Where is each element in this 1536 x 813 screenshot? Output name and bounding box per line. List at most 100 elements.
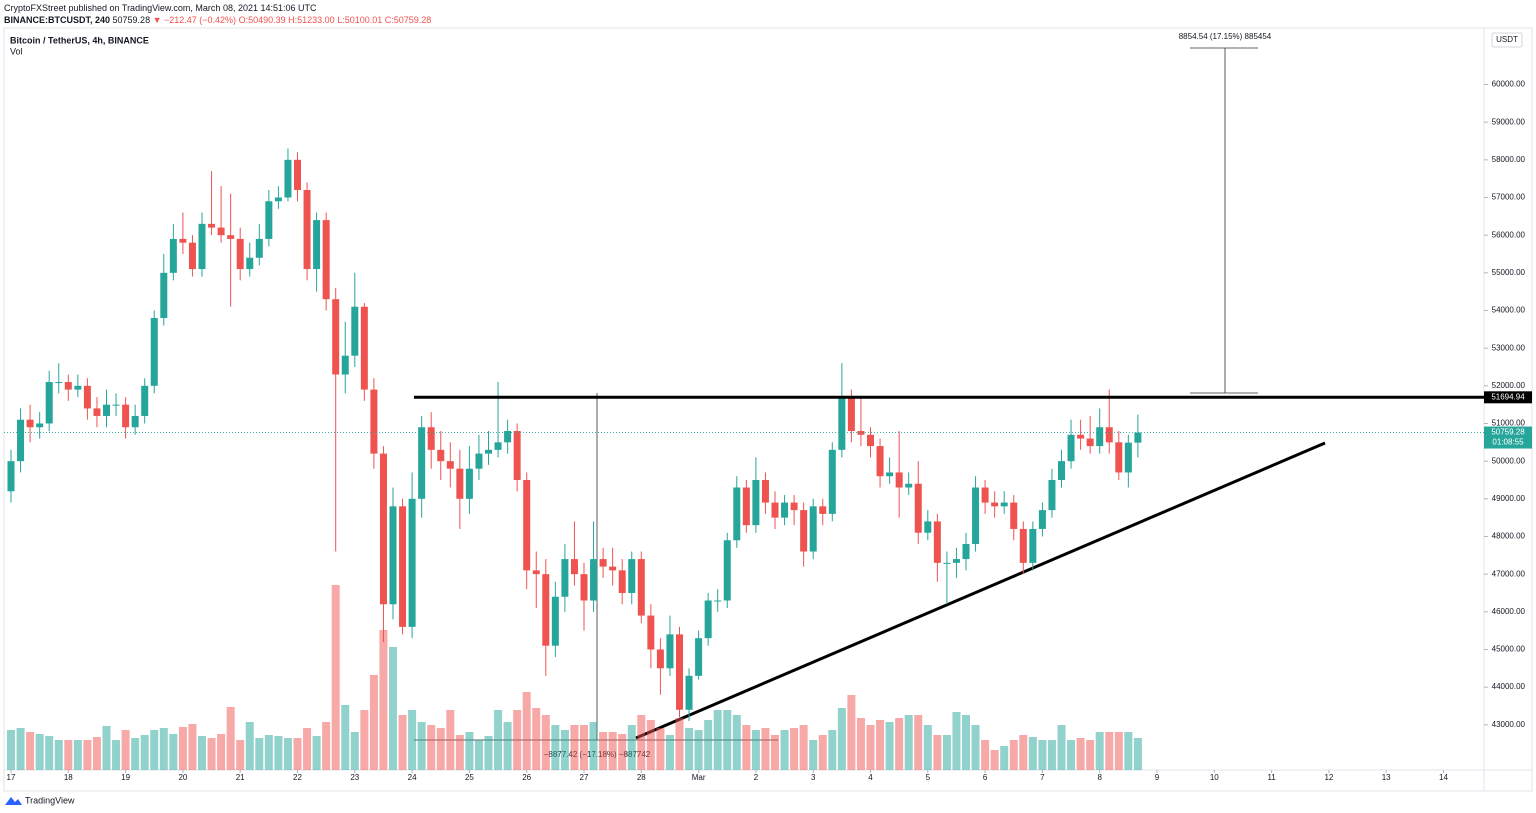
last-price-box (1484, 426, 1532, 449)
x-tick-label: 12 (1324, 773, 1333, 782)
volume-bar (608, 732, 617, 770)
y-tick-label: 60000.00 (1492, 80, 1526, 89)
volume-bar (398, 715, 407, 770)
candle-body (1096, 427, 1104, 447)
volume-bar (751, 730, 760, 770)
volume-bar (541, 715, 550, 770)
candle-body (246, 257, 254, 270)
volume-bar (923, 725, 932, 770)
candle-body (1019, 528, 1027, 563)
candle-body (150, 318, 158, 386)
volume-bar (16, 728, 25, 770)
candle-body (1115, 442, 1123, 473)
candle-body (427, 427, 435, 450)
volume-bar (981, 740, 990, 770)
publisher-line: CryptoFXStreet published on TradingView.… (4, 3, 317, 13)
volume-bar (446, 710, 455, 770)
x-tick-label: 19 (121, 773, 130, 782)
candle-body (504, 431, 512, 443)
volume-bar (685, 728, 694, 770)
volume-bar (312, 736, 321, 770)
candle-body (341, 355, 349, 375)
volume-bar (293, 738, 302, 770)
y-tick-label: 55000.00 (1492, 268, 1526, 277)
volume-bar (942, 735, 951, 770)
candle-body (1124, 442, 1132, 473)
volume-bar (26, 732, 35, 770)
volume-bar (904, 715, 913, 770)
volume-bar (427, 725, 436, 770)
open: O:50490.39 (238, 15, 286, 25)
volume-bar (694, 730, 703, 770)
y-tick-label: 54000.00 (1492, 306, 1526, 315)
volume-bar (532, 708, 541, 770)
x-tick-label: 5 (926, 773, 931, 782)
volume-bar (341, 705, 350, 770)
candle-body (924, 521, 932, 533)
volume-bar (35, 734, 44, 770)
candle-body (17, 419, 25, 462)
candle-body (972, 487, 980, 545)
footer-text: TradingView (25, 795, 75, 805)
volume-bar (742, 725, 751, 770)
volume-bar (1028, 737, 1037, 770)
candle-body (580, 574, 588, 601)
volume-bar (178, 727, 187, 770)
volume-bar (675, 718, 684, 770)
volume-bar (665, 735, 674, 770)
change: ▼ −212.47 (−0.42%) (152, 15, 237, 25)
candle-body (399, 506, 407, 627)
candle-body (389, 506, 397, 605)
volume-bar (856, 718, 865, 770)
x-tick-label: 27 (580, 773, 589, 782)
volume-bar (1076, 738, 1085, 770)
volume-bar (847, 695, 856, 770)
candle-body (360, 306, 368, 390)
volume-bar (303, 728, 312, 770)
volume-bar (226, 707, 235, 770)
y-tick-label: 59000.00 (1492, 117, 1526, 126)
candle-body (981, 487, 989, 503)
volume-bar (618, 734, 627, 770)
candle-body (74, 385, 82, 390)
y-tick-label: 43000.00 (1492, 720, 1526, 729)
volume-bar (723, 710, 732, 770)
volume-bar (732, 715, 741, 770)
candle-body (208, 223, 216, 228)
volume-bar (207, 738, 216, 770)
annotation: 8854.54 (17.15%) 885454 (1179, 32, 1272, 41)
candle-body (590, 559, 598, 601)
x-tick-label: 14 (1439, 773, 1448, 782)
candle-body (714, 600, 722, 602)
y-tick-label: 47000.00 (1492, 569, 1526, 578)
x-tick-label: 7 (1040, 773, 1045, 782)
candle-body (446, 461, 454, 469)
candle-body (112, 404, 120, 406)
volume-bar (551, 725, 560, 770)
candle-body (379, 453, 387, 605)
y-tick-label: 49000.00 (1492, 494, 1526, 503)
x-tick-label: 20 (178, 773, 187, 782)
volume-bar (589, 722, 598, 770)
candle-body (45, 382, 53, 424)
candle-body (952, 559, 960, 563)
volume-bar (494, 710, 503, 770)
volume-bar (360, 710, 369, 770)
volume-bar (828, 730, 837, 770)
x-tick-label: 9 (1155, 773, 1160, 782)
candle-body (809, 506, 817, 552)
candle-body (1038, 510, 1046, 529)
volume-bar (1095, 732, 1104, 770)
candle-body (64, 382, 72, 390)
candle-body (188, 242, 196, 270)
candle-body (656, 649, 664, 669)
candle-body (867, 434, 874, 447)
candle-body (1000, 502, 1008, 507)
volume-bar (1000, 746, 1009, 770)
candle-body (103, 404, 110, 416)
candle-body (761, 479, 769, 503)
x-tick-label: 21 (236, 773, 245, 782)
volume-bar (54, 740, 63, 770)
candle-body (475, 453, 483, 469)
volume-bar (1105, 732, 1114, 770)
